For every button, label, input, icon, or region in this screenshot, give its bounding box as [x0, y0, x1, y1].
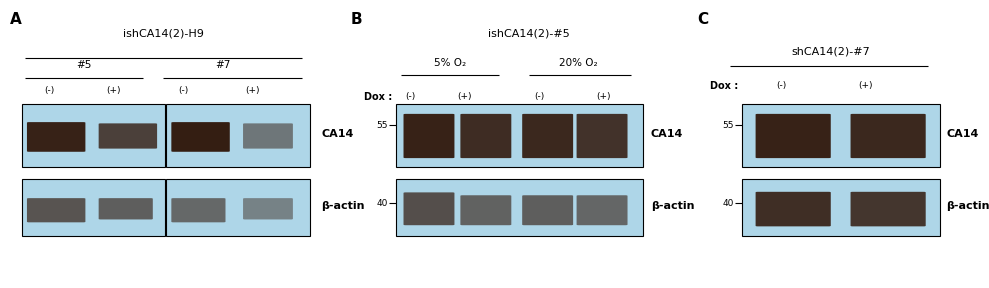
Text: 55: 55	[376, 121, 388, 130]
FancyBboxPatch shape	[99, 198, 152, 219]
Text: (+): (+)	[245, 86, 259, 95]
Text: 40: 40	[722, 198, 734, 208]
FancyBboxPatch shape	[396, 104, 643, 167]
FancyBboxPatch shape	[522, 114, 574, 158]
FancyBboxPatch shape	[404, 192, 455, 225]
Text: Dox :: Dox :	[710, 81, 739, 91]
FancyBboxPatch shape	[171, 122, 229, 152]
FancyBboxPatch shape	[851, 114, 926, 158]
Text: β-actin: β-actin	[651, 201, 694, 211]
Text: shCA14(2)-#7: shCA14(2)-#7	[791, 46, 870, 56]
Text: β-actin: β-actin	[946, 201, 989, 211]
Text: Dox :: Dox :	[364, 92, 393, 102]
FancyBboxPatch shape	[396, 179, 643, 236]
Text: 20% O₂: 20% O₂	[559, 58, 598, 68]
Text: (+): (+)	[107, 86, 121, 95]
Text: 5% O₂: 5% O₂	[434, 58, 466, 68]
Text: 55: 55	[722, 121, 734, 130]
FancyBboxPatch shape	[851, 192, 926, 226]
Text: β-actin: β-actin	[321, 201, 365, 211]
FancyBboxPatch shape	[166, 179, 310, 236]
FancyBboxPatch shape	[166, 104, 310, 167]
Text: (-): (-)	[178, 86, 188, 95]
Text: (+): (+)	[458, 92, 472, 101]
FancyBboxPatch shape	[742, 179, 940, 236]
Text: (-): (-)	[534, 92, 544, 101]
FancyBboxPatch shape	[461, 114, 511, 158]
FancyBboxPatch shape	[756, 192, 831, 226]
Text: CA14: CA14	[651, 129, 683, 139]
Text: A: A	[10, 12, 22, 26]
Text: B: B	[351, 12, 363, 26]
FancyBboxPatch shape	[742, 104, 940, 167]
Text: (-): (-)	[405, 92, 415, 101]
FancyBboxPatch shape	[461, 195, 511, 225]
FancyBboxPatch shape	[243, 123, 293, 149]
FancyBboxPatch shape	[577, 195, 627, 225]
Text: C: C	[697, 12, 708, 26]
FancyBboxPatch shape	[577, 114, 627, 158]
Text: ishCA14(2)-H9: ishCA14(2)-H9	[123, 29, 204, 39]
FancyBboxPatch shape	[99, 123, 157, 149]
FancyBboxPatch shape	[243, 198, 293, 219]
Text: (+): (+)	[596, 92, 610, 101]
FancyBboxPatch shape	[171, 198, 225, 222]
FancyBboxPatch shape	[522, 195, 574, 225]
Text: CA14: CA14	[946, 129, 979, 139]
Text: CA14: CA14	[321, 129, 354, 139]
FancyBboxPatch shape	[22, 179, 165, 236]
Text: ishCA14(2)-#5: ishCA14(2)-#5	[489, 29, 570, 39]
Text: #7: #7	[215, 60, 230, 71]
FancyBboxPatch shape	[756, 114, 831, 158]
Text: (-): (-)	[776, 81, 786, 90]
FancyBboxPatch shape	[22, 104, 165, 167]
Text: (+): (+)	[858, 81, 872, 90]
Text: #5: #5	[76, 60, 92, 71]
FancyBboxPatch shape	[404, 114, 455, 158]
Text: 40: 40	[376, 198, 388, 208]
Text: (-): (-)	[45, 86, 54, 95]
FancyBboxPatch shape	[27, 122, 85, 152]
FancyBboxPatch shape	[27, 198, 85, 222]
